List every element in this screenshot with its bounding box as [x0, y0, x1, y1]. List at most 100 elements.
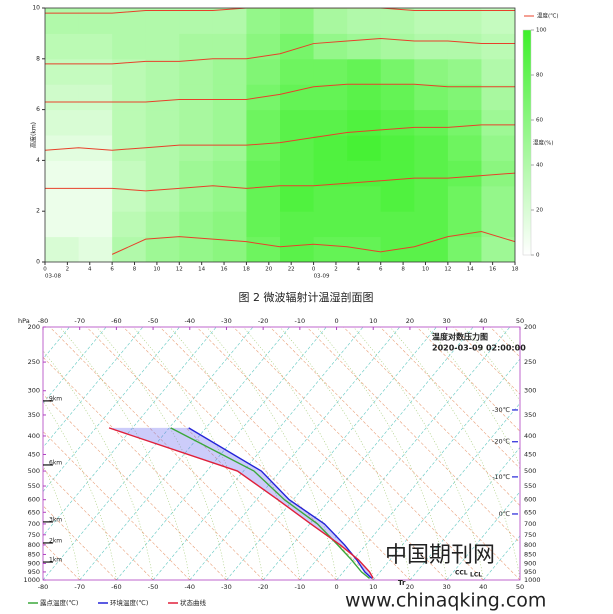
humidity-cell	[246, 236, 281, 262]
humidity-cell	[78, 185, 113, 212]
humidity-cell	[447, 8, 482, 34]
ref-dry-adiabat	[527, 327, 613, 580]
x-tick-label-top: -80	[38, 317, 49, 325]
humidity-cell	[78, 8, 113, 34]
ref-moist-adiabat	[132, 327, 264, 580]
temperature-line	[45, 172, 515, 192]
y-tick-label-left: 1000	[23, 576, 40, 584]
humidity-cell	[246, 8, 281, 34]
y-tick-label-left: 950	[28, 568, 40, 576]
humidity-cell	[246, 160, 281, 187]
humidity-cell	[179, 160, 214, 187]
humidity-cell	[347, 84, 382, 111]
ref-isotherm	[557, 327, 613, 580]
ref-dry-adiabat	[43, 468, 154, 580]
humidity-cell	[347, 33, 382, 60]
x-tick-label: 12	[444, 267, 451, 273]
x-tick-label-bottom: 50	[516, 583, 524, 591]
x-tick-label: 18	[512, 267, 519, 273]
ref-dry-adiabat	[453, 327, 520, 395]
x-tick-label-bottom: -40	[184, 583, 195, 591]
humidity-cell	[78, 33, 113, 60]
x-tick-label: 14	[198, 267, 205, 273]
y-tick-label-left: 350	[28, 411, 40, 419]
humidity-cell	[212, 84, 247, 111]
humidity-cell	[145, 33, 180, 60]
ref-moist-adiabat	[389, 327, 520, 580]
ref-dry-adiabat	[49, 327, 301, 580]
y-tick-label-right: 350	[524, 411, 536, 419]
colorbar-label: 湿度(%)	[533, 139, 554, 147]
humidity-cell	[78, 58, 113, 85]
humidity-cell	[313, 84, 348, 111]
humidity-cell	[179, 185, 214, 212]
humidity-cell	[313, 211, 348, 238]
humidity-cell	[45, 84, 80, 111]
temperature-line	[45, 124, 515, 151]
humidity-cell	[447, 84, 482, 111]
humidity-cell	[145, 135, 180, 161]
y-tick-label-left: 800	[28, 541, 40, 549]
plot-frame	[42, 326, 521, 581]
humidity-cell	[313, 135, 348, 161]
humidity-cell	[78, 211, 113, 238]
ref-moist-adiabat	[574, 327, 613, 580]
ref-moist-adiabat	[43, 350, 154, 580]
colorbar	[522, 29, 532, 256]
y-tick-label-right: 650	[524, 508, 536, 516]
height-label: 9km	[49, 395, 62, 402]
y-tick-label-left: 300	[28, 387, 40, 395]
y-tick-label-right: 850	[524, 550, 536, 558]
humidity-cell	[280, 8, 315, 34]
ref-dry-adiabat	[490, 327, 520, 358]
height-label: 3km	[49, 516, 62, 523]
ref-moist-adiabat	[537, 327, 613, 580]
colorbar-tick-label: 80	[536, 73, 543, 79]
y-tick-label-right: 250	[524, 358, 536, 366]
x-tick-label: 2	[334, 267, 338, 273]
ref-moist-adiabat	[243, 327, 374, 580]
ref-moist-adiabat	[353, 327, 484, 580]
y-tick-label: 0	[36, 259, 40, 266]
date-label: 03-09	[314, 274, 330, 280]
annotation: LCL	[470, 572, 482, 579]
x-tick-label-bottom: -60	[111, 583, 122, 591]
humidity-cell	[481, 84, 515, 111]
humidity-cell	[246, 211, 281, 238]
humidity-cell	[380, 185, 415, 212]
humidity-cell	[447, 236, 482, 262]
height-label: 1km	[49, 557, 62, 564]
y-tick-label-left: 250	[28, 358, 40, 366]
humidity-cell	[414, 135, 449, 161]
humidity-cell	[380, 109, 415, 136]
ref-dry-adiabat	[43, 431, 191, 580]
humidity-cell	[45, 109, 80, 136]
isotherm-label: 0℃	[499, 510, 510, 518]
ref-dry-adiabat	[159, 327, 411, 580]
y-unit: hPa	[18, 317, 30, 325]
humidity-cell	[414, 8, 449, 34]
humidity-cell	[380, 8, 415, 34]
humidity-cell	[313, 160, 348, 187]
ref-dry-adiabat	[564, 327, 613, 580]
legend-label: 状态曲线	[180, 598, 207, 607]
ref-moist-adiabat	[206, 327, 337, 580]
ref-moist-adiabat	[279, 327, 411, 580]
y-tick-label-left: 500	[28, 467, 40, 475]
humidity-cell	[380, 84, 415, 111]
temperature-line	[111, 231, 515, 255]
humidity-cell	[280, 211, 315, 238]
humidity-cell	[246, 109, 281, 136]
x-tick-label: 16	[221, 267, 228, 273]
y-tick-label-left: 450	[28, 450, 40, 458]
humidity-cell	[313, 185, 348, 212]
x-tick-label-top: 0	[334, 317, 338, 325]
humidity-cell	[447, 185, 482, 212]
x-tick-label: 0	[43, 267, 47, 273]
ref-moist-adiabat	[59, 327, 191, 580]
humidity-cell	[280, 84, 315, 111]
humidity-cell	[45, 160, 80, 187]
humidity-cell	[347, 8, 382, 34]
humidity-cell	[280, 135, 315, 161]
humidity-cell	[380, 160, 415, 187]
